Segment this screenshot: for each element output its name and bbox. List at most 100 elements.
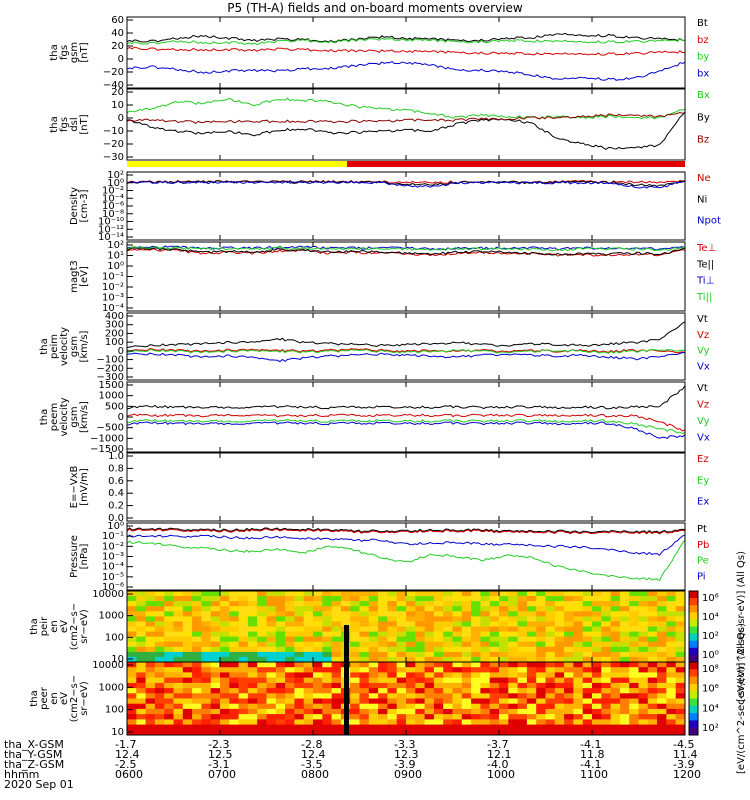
heatmap-cell: [359, 672, 370, 679]
heatmap-cell: [127, 596, 137, 602]
heatmap-cell: [210, 651, 221, 658]
heatmap-cell: [396, 601, 407, 607]
heatmap-cell: [127, 698, 137, 705]
heatmap-cell: [489, 601, 500, 607]
heatmap-cell: [592, 682, 602, 689]
heatmap-cell: [210, 729, 221, 736]
heatmap-cell: [275, 636, 286, 643]
heatmap-cell: [573, 662, 584, 668]
heatmap-cell: [526, 636, 537, 643]
heatmap-cell: [582, 688, 593, 694]
heatmap-cell: [266, 693, 277, 699]
heatmap-cell: [387, 672, 398, 679]
heatmap-cell: [220, 626, 230, 633]
heatmap-cell: [182, 631, 193, 638]
heatmap-cell: [666, 693, 677, 699]
y-axis-label: peim: [49, 334, 60, 359]
heatmap-cell: [489, 729, 500, 736]
heatmap-cell: [164, 708, 174, 715]
heatmap-cell: [536, 662, 546, 668]
heatmap-cell: [675, 591, 686, 597]
heatmap-cell: [471, 698, 481, 705]
heatmap-cell: [294, 606, 305, 612]
heatmap-cell: [350, 703, 360, 710]
heatmap-cell: [508, 611, 519, 617]
y-axis-label: (cm2−s−: [69, 603, 80, 650]
heatmap-cell: [564, 729, 574, 736]
heatmap-cell: [638, 667, 649, 673]
heatmap-cell: [582, 626, 593, 633]
heatmap-cell: [610, 714, 621, 720]
heatmap-cell: [461, 724, 472, 731]
heatmap-cell: [359, 621, 370, 627]
heatmap-cell: [396, 729, 407, 736]
heatmap-cell: [452, 626, 463, 633]
panel-density: NeNiNpot10²10⁰10⁻²10⁻⁴10⁻⁶10⁻⁸10⁻¹⁰10⁻¹²…: [69, 170, 721, 243]
heatmap-cell: [638, 708, 649, 715]
heatmap-cell: [192, 693, 202, 699]
heatmap-cell: [433, 621, 444, 627]
heatmap-cell: [619, 714, 630, 720]
heatmap-cell: [201, 719, 212, 726]
heatmap-cell: [619, 667, 630, 673]
heatmap-cell: [657, 651, 667, 658]
heatmap-cell: [666, 631, 677, 638]
colorbar-segment: [689, 626, 698, 635]
heatmap-cell: [266, 656, 277, 663]
heatmap-cell: [220, 703, 230, 710]
heatmap-cell: [164, 616, 174, 622]
colorbar-segment: [689, 647, 698, 656]
heatmap-cell: [387, 714, 398, 720]
heatmap-cell: [610, 601, 621, 607]
heatmap-cell: [545, 708, 556, 715]
series-line-bx: [126, 61, 686, 81]
heatmap-cell: [368, 688, 379, 694]
heatmap-cell: [536, 703, 546, 710]
heatmap-cell: [424, 631, 435, 638]
heatmap-cell: [554, 591, 565, 597]
heatmap-cell: [657, 672, 667, 679]
heatmap-cell: [499, 606, 509, 612]
heatmap-cell: [619, 672, 630, 679]
heatmap-cell: [285, 626, 295, 633]
heatmap-cell: [666, 636, 677, 643]
heatmap-cell: [601, 703, 612, 710]
heatmap-cell: [545, 677, 556, 684]
heatmap-cell: [619, 662, 630, 668]
heatmap-cell: [573, 703, 584, 710]
heatmap-cell: [573, 729, 584, 736]
heatmap-cell: [610, 682, 621, 689]
heatmap-cell: [647, 688, 658, 694]
heatmap-cell: [517, 656, 528, 663]
heatmap-cell: [359, 719, 370, 726]
heatmap-cell: [192, 724, 202, 731]
heatmap-cell: [601, 698, 612, 705]
heatmap-cell: [545, 714, 556, 720]
heatmap-cell: [508, 708, 519, 715]
footer-value: -3.9: [394, 758, 416, 771]
heatmap-cell: [378, 667, 388, 673]
heatmap-cell: [406, 651, 416, 658]
heatmap-cell: [619, 621, 630, 627]
y-tick-label: 100: [105, 632, 124, 643]
heatmap-cell: [136, 662, 147, 668]
heatmap-cell: [275, 621, 286, 627]
heatmap-cell: [452, 641, 463, 648]
heatmap-cell: [443, 606, 453, 612]
heatmap-cell: [145, 601, 156, 607]
heatmap-cell: [238, 729, 249, 736]
heatmap-cell: [378, 591, 388, 597]
heatmap-cell: [350, 621, 360, 627]
series-line-Vx: [126, 351, 686, 363]
heatmap-cell: [378, 596, 388, 602]
heatmap-cell: [452, 646, 463, 653]
heatmap-cell: [331, 596, 342, 602]
heatmap-cell: [136, 621, 147, 627]
heatmap-cell: [554, 621, 565, 627]
y-axis-label: velocity: [59, 397, 70, 436]
heatmap-cell: [499, 693, 509, 699]
heatmap-cell: [368, 596, 379, 602]
heatmap-cell: [247, 698, 258, 705]
